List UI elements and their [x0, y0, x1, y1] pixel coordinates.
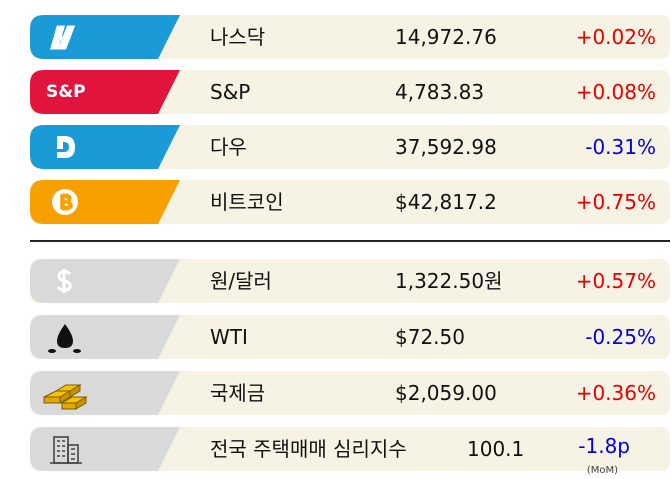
row: 국제금 $2,059.00 +0.36%	[30, 371, 670, 415]
row: S&P S&P 4,783.83 +0.08%	[30, 70, 670, 114]
item-value: 14,972.76	[395, 25, 497, 49]
item-name: 전국 주택매매 심리지수	[210, 437, 407, 461]
item-name: 원/달러	[210, 269, 272, 293]
badge-text: S&P	[46, 82, 86, 102]
icon-badge	[30, 371, 180, 415]
icon-badge	[30, 15, 180, 59]
icon-badge	[30, 70, 180, 114]
row: 비트코인 $42,817.2 +0.75%	[30, 180, 670, 224]
row: WTI $72.50 -0.25%	[30, 315, 670, 359]
item-change: +0.57%	[575, 269, 656, 293]
item-value: 4,783.83	[395, 80, 485, 104]
item-name: 다우	[210, 135, 247, 159]
row: 다우 37,592.98 -0.31%	[30, 125, 670, 169]
icon-badge	[30, 180, 180, 224]
item-value: $72.50	[395, 325, 465, 349]
icon-badge	[30, 427, 180, 471]
item-change: +0.08%	[575, 80, 656, 104]
item-change: +0.36%	[575, 381, 656, 405]
icon-badge	[30, 315, 180, 359]
icon-badge	[30, 259, 180, 303]
item-name: 비트코인	[210, 190, 284, 214]
item-value: $2,059.00	[395, 381, 497, 405]
row: 전국 주택매매 심리지수 100.1 -1.8p (MoM)	[30, 427, 670, 476]
item-change: +0.02%	[575, 25, 656, 49]
row: 원/달러 1,322.50원 +0.57%	[30, 259, 670, 303]
item-change: -0.31%	[585, 135, 656, 159]
item-value: 100.1	[467, 437, 525, 461]
item-change: +0.75%	[575, 190, 656, 214]
item-value: 37,592.98	[395, 135, 497, 159]
separator	[30, 240, 670, 242]
item-note: (MoM)	[586, 465, 618, 476]
item-value: $42,817.2	[395, 190, 497, 214]
icon-badge	[30, 125, 180, 169]
row: 나스닥 14,972.76 +0.02%	[30, 15, 670, 59]
item-name: WTI	[210, 325, 248, 349]
item-name: 나스닥	[210, 25, 266, 49]
item-change: -0.25%	[585, 325, 656, 349]
item-change: -1.8p	[578, 434, 630, 458]
item-name: S&P	[210, 80, 251, 104]
item-value: 1,322.50원	[395, 269, 503, 293]
item-name: 국제금	[210, 381, 266, 405]
